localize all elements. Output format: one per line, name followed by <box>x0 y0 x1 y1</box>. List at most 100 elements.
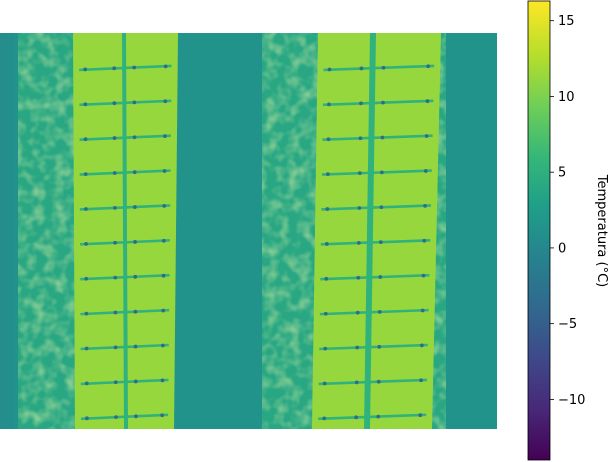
colorbar-tick-label: −5 <box>558 317 577 332</box>
panel-row-separator <box>320 273 430 281</box>
panel-cold-dot <box>326 137 331 142</box>
panel-cold-dot <box>160 413 165 418</box>
panel-cold-dot <box>324 276 329 281</box>
panel-cold-dot <box>132 65 137 70</box>
panel-row-separator <box>318 413 427 421</box>
colorbar-label: Temperatura (°C) <box>594 174 609 287</box>
panel-row-separator <box>319 343 428 351</box>
panel-row-separator <box>79 99 172 107</box>
panel-cold-dot <box>325 207 330 211</box>
panel-row-separator <box>79 134 171 141</box>
panel-cold-dot <box>112 101 117 106</box>
panel-cold-dot <box>162 169 167 173</box>
panel-cold-dot <box>359 66 364 71</box>
panel-row-separator <box>79 239 170 246</box>
panel-cold-dot <box>378 275 383 279</box>
panel-row-separator <box>319 308 429 316</box>
panel-cold-dot <box>423 203 427 208</box>
panel-cold-dot <box>113 275 118 280</box>
colorbar-tick-label: 10 <box>558 90 575 105</box>
vegetation-texture <box>18 33 76 429</box>
panel-cold-dot <box>84 346 89 351</box>
panel-cold-dot <box>161 273 166 278</box>
panel-cold-dot <box>322 381 327 386</box>
panel-cold-dot <box>163 99 168 104</box>
panel-cold-dot <box>132 135 137 140</box>
panel-cold-dot <box>379 205 384 210</box>
panel-cold-dot <box>355 345 360 350</box>
panel-cold-dot <box>84 276 89 281</box>
panel-row-separator <box>80 413 169 421</box>
panel-cold-dot <box>83 67 88 72</box>
panel-cold-dot <box>327 67 332 72</box>
thermal-image <box>0 33 497 429</box>
panel-cold-dot <box>160 343 165 348</box>
panel-cold-dot <box>381 65 386 70</box>
panel-cold-dot <box>132 205 137 209</box>
panel-cold-dot <box>376 379 381 384</box>
panel-cold-dot <box>377 344 382 349</box>
panel-cold-dot <box>355 310 360 315</box>
panel-cold-dot <box>161 308 166 313</box>
panel-cold-dot <box>354 380 359 385</box>
panel-cold-dot <box>419 378 423 383</box>
panel-row-separator <box>79 204 171 211</box>
colorbar-tick-label: 15 <box>558 14 575 29</box>
panel-row-separator <box>79 169 171 176</box>
panel-cold-dot <box>112 136 117 140</box>
panel-cold-dot <box>359 101 363 106</box>
panel-cold-dot <box>163 134 167 139</box>
panel-cold-dot <box>323 311 328 316</box>
panel-row-separator <box>80 273 170 281</box>
panel-cold-dot <box>133 309 138 314</box>
panel-row-separator <box>80 343 169 351</box>
panel-cold-dot <box>378 240 383 245</box>
panel-cold-dot <box>358 136 363 141</box>
panel-cold-dot <box>322 416 327 421</box>
panel-cold-dot <box>132 100 137 105</box>
colorbar-ticks: 15 10 5 0 −5 −10 <box>550 14 585 408</box>
panel-cold-dot <box>132 170 137 175</box>
panel-cold-dot <box>354 415 359 420</box>
panel-cold-dot <box>420 308 425 313</box>
panel-cold-dot <box>324 242 329 246</box>
panel-cold-dot <box>112 171 117 175</box>
panel-row-separator <box>318 378 428 386</box>
panel-cold-dot <box>357 171 362 176</box>
colorbar-tick-label: 5 <box>558 166 566 181</box>
panel-cold-dot <box>162 204 167 208</box>
panel-cold-dot <box>83 137 88 142</box>
panel-surface <box>312 33 441 429</box>
panel-cold-dot <box>83 172 88 176</box>
panel-cold-dot <box>421 273 426 278</box>
panel-cold-dot <box>426 64 431 69</box>
panel-cold-dot <box>84 381 89 386</box>
panel-center-gap <box>122 33 128 429</box>
panel-row-separator <box>80 308 170 316</box>
panel-cold-dot <box>423 169 428 173</box>
panel-cold-dot <box>356 240 361 245</box>
panel-cold-dot <box>83 102 88 107</box>
panel-cold-dot <box>377 310 382 314</box>
panel-cold-dot <box>133 379 138 384</box>
panel-cold-dot <box>380 135 385 140</box>
panel-cold-dot <box>327 102 331 107</box>
panel-cold-dot <box>133 274 138 279</box>
panel-row-separator <box>321 204 432 211</box>
panel-center-gap <box>364 33 376 429</box>
panel-cold-dot <box>84 241 88 246</box>
colorbar: 15 10 5 0 −5 −10 Temperatura (°C) <box>527 0 609 461</box>
panel-row-separator <box>80 378 169 386</box>
panel-cold-dot <box>419 343 424 348</box>
panel-cold-dot <box>83 207 88 211</box>
panel-cold-dot <box>133 240 137 244</box>
colorbar-tick-label: 0 <box>558 241 566 256</box>
panel-cold-dot <box>161 238 166 243</box>
panel-cold-dot <box>424 134 429 138</box>
panel-row-separator <box>321 169 432 176</box>
panel-cold-dot <box>133 344 138 349</box>
panel-row-separator <box>322 99 434 107</box>
panel-cold-dot <box>356 275 361 280</box>
panel-cold-dot <box>113 310 118 315</box>
